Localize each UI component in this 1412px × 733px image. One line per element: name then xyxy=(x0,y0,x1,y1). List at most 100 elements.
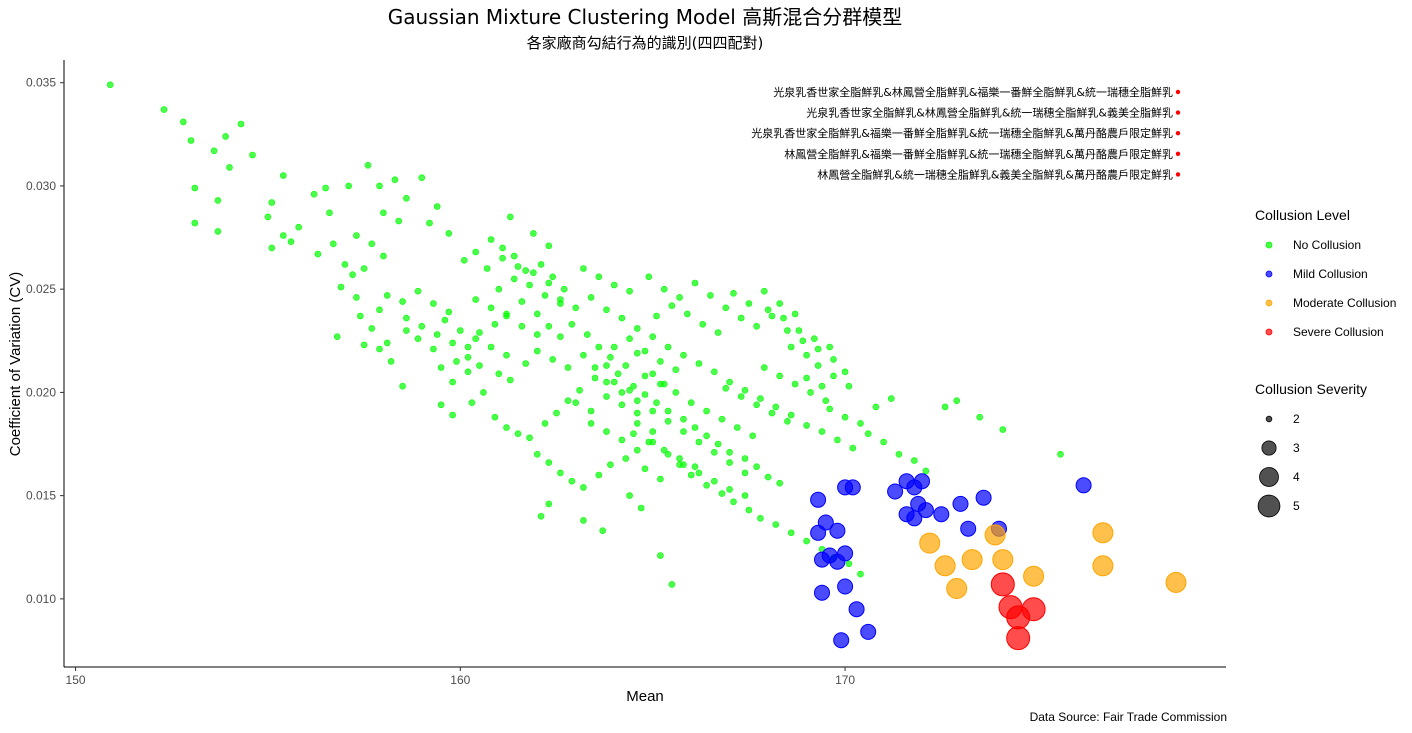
no-collusion-point xyxy=(341,261,349,268)
no-collusion-point xyxy=(495,285,503,293)
no-collusion-point xyxy=(857,570,864,578)
no-collusion-point xyxy=(522,360,530,367)
no-collusion-point xyxy=(537,512,545,520)
no-collusion-point xyxy=(180,118,187,126)
no-collusion-point xyxy=(287,238,295,245)
severe-collusion-point xyxy=(1021,597,1046,622)
x-ticks: 150 160 170 xyxy=(66,667,855,687)
no-collusion-point xyxy=(322,184,329,192)
no-collusion-point xyxy=(557,300,564,307)
no-collusion-point xyxy=(626,335,633,343)
legend-size-label: 2 xyxy=(1293,412,1300,426)
no-collusion-point xyxy=(476,362,483,369)
no-collusion-point xyxy=(641,347,649,355)
no-collusion-point xyxy=(753,463,760,471)
no-collusion-point xyxy=(279,232,287,239)
annotation-label: 林鳳營全脂鮮乳&統一瑞穗全脂鮮乳&義美全脂鮮乳&萬丹酪農戶限定鮮乳 xyxy=(817,167,1173,181)
no-collusion-point xyxy=(541,420,549,427)
no-collusion-point xyxy=(445,308,453,316)
no-collusion-point xyxy=(622,455,630,462)
no-collusion-point xyxy=(510,252,518,260)
no-collusion-point xyxy=(214,228,222,235)
legend-size-swatch xyxy=(1259,467,1279,487)
no-collusion-point xyxy=(757,514,764,522)
no-collusion-point xyxy=(649,333,657,341)
no-collusion-point xyxy=(695,469,703,477)
no-collusion-point xyxy=(403,195,410,202)
no-collusion-point xyxy=(976,413,984,421)
no-collusion-point xyxy=(191,219,199,227)
no-collusion-point xyxy=(668,302,676,310)
no-collusion-point xyxy=(776,300,784,307)
no-collusion-point xyxy=(718,415,726,423)
annotation-label: 光泉乳香世家全脂鮮乳&林鳳營全脂鮮乳&福樂一番鮮全脂鮮乳&統一瑞穗全脂鮮乳 xyxy=(773,85,1173,99)
no-collusion-point xyxy=(580,265,587,272)
y-tick-label: 0.025 xyxy=(26,282,56,296)
no-collusion-point xyxy=(472,296,480,303)
no-collusion-point xyxy=(791,310,799,318)
no-collusion-point xyxy=(603,362,610,369)
no-collusion-point xyxy=(580,351,587,359)
no-collusion-point xyxy=(818,382,826,390)
mild-collusion-point xyxy=(952,495,969,512)
no-collusion-point xyxy=(445,230,453,237)
no-collusion-point xyxy=(830,356,837,363)
no-collusion-point xyxy=(680,351,687,359)
no-collusion-point xyxy=(191,184,199,192)
no-collusion-point xyxy=(380,252,387,260)
mild-collusion-point xyxy=(810,491,827,508)
no-collusion-point xyxy=(564,397,572,405)
legend-color-label: Mild Collusion xyxy=(1293,267,1368,281)
no-collusion-point xyxy=(726,378,733,386)
no-collusion-point xyxy=(603,378,610,386)
no-collusion-point xyxy=(603,393,610,400)
x-tick-label: 170 xyxy=(835,673,855,687)
no-collusion-point xyxy=(676,455,683,462)
no-collusion-point xyxy=(610,378,618,386)
no-collusion-point xyxy=(741,492,749,499)
no-collusion-point xyxy=(560,285,568,293)
no-collusion-point xyxy=(476,329,483,336)
no-collusion-point xyxy=(106,81,114,89)
no-collusion-point xyxy=(514,263,522,270)
no-collusion-point xyxy=(664,343,672,351)
no-collusion-point xyxy=(603,428,610,435)
no-collusion-point xyxy=(784,417,791,425)
no-collusion-point xyxy=(568,320,576,328)
no-collusion-point xyxy=(437,364,445,371)
no-collusion-point xyxy=(545,279,553,287)
no-collusion-point xyxy=(545,500,553,508)
no-collusion-point xyxy=(626,386,633,394)
no-collusion-point xyxy=(399,382,406,390)
legend-size-label: 5 xyxy=(1293,499,1300,513)
no-collusion-point xyxy=(403,314,410,322)
no-collusion-point xyxy=(841,368,849,376)
no-collusion-point xyxy=(810,335,818,343)
severe-collusion-point xyxy=(1006,626,1031,651)
no-collusion-point xyxy=(953,397,961,405)
no-collusion-point xyxy=(830,372,837,380)
no-collusion-point xyxy=(849,444,857,452)
no-collusion-point xyxy=(687,471,695,479)
legend-color-swatch xyxy=(1265,270,1273,278)
no-collusion-point xyxy=(587,420,595,427)
no-collusion-point xyxy=(787,343,795,351)
no-collusion-point xyxy=(703,432,710,440)
x-axis-title: Mean xyxy=(626,688,664,705)
no-collusion-point xyxy=(495,370,503,378)
moderate-collusion-point xyxy=(1165,571,1187,593)
no-collusion-point xyxy=(376,306,383,314)
moderate-collusion-point xyxy=(961,549,983,571)
no-collusion-point xyxy=(533,310,541,318)
mild-collusion-point xyxy=(906,510,923,527)
no-collusion-point xyxy=(703,481,710,489)
no-collusion-point xyxy=(1057,450,1064,458)
no-collusion-point xyxy=(741,386,749,394)
no-collusion-point xyxy=(695,360,703,367)
no-collusion-point xyxy=(487,304,495,312)
no-collusion-point xyxy=(503,312,510,320)
no-collusion-point xyxy=(645,273,653,281)
no-collusion-point xyxy=(691,463,699,471)
no-collusion-point xyxy=(799,337,807,345)
